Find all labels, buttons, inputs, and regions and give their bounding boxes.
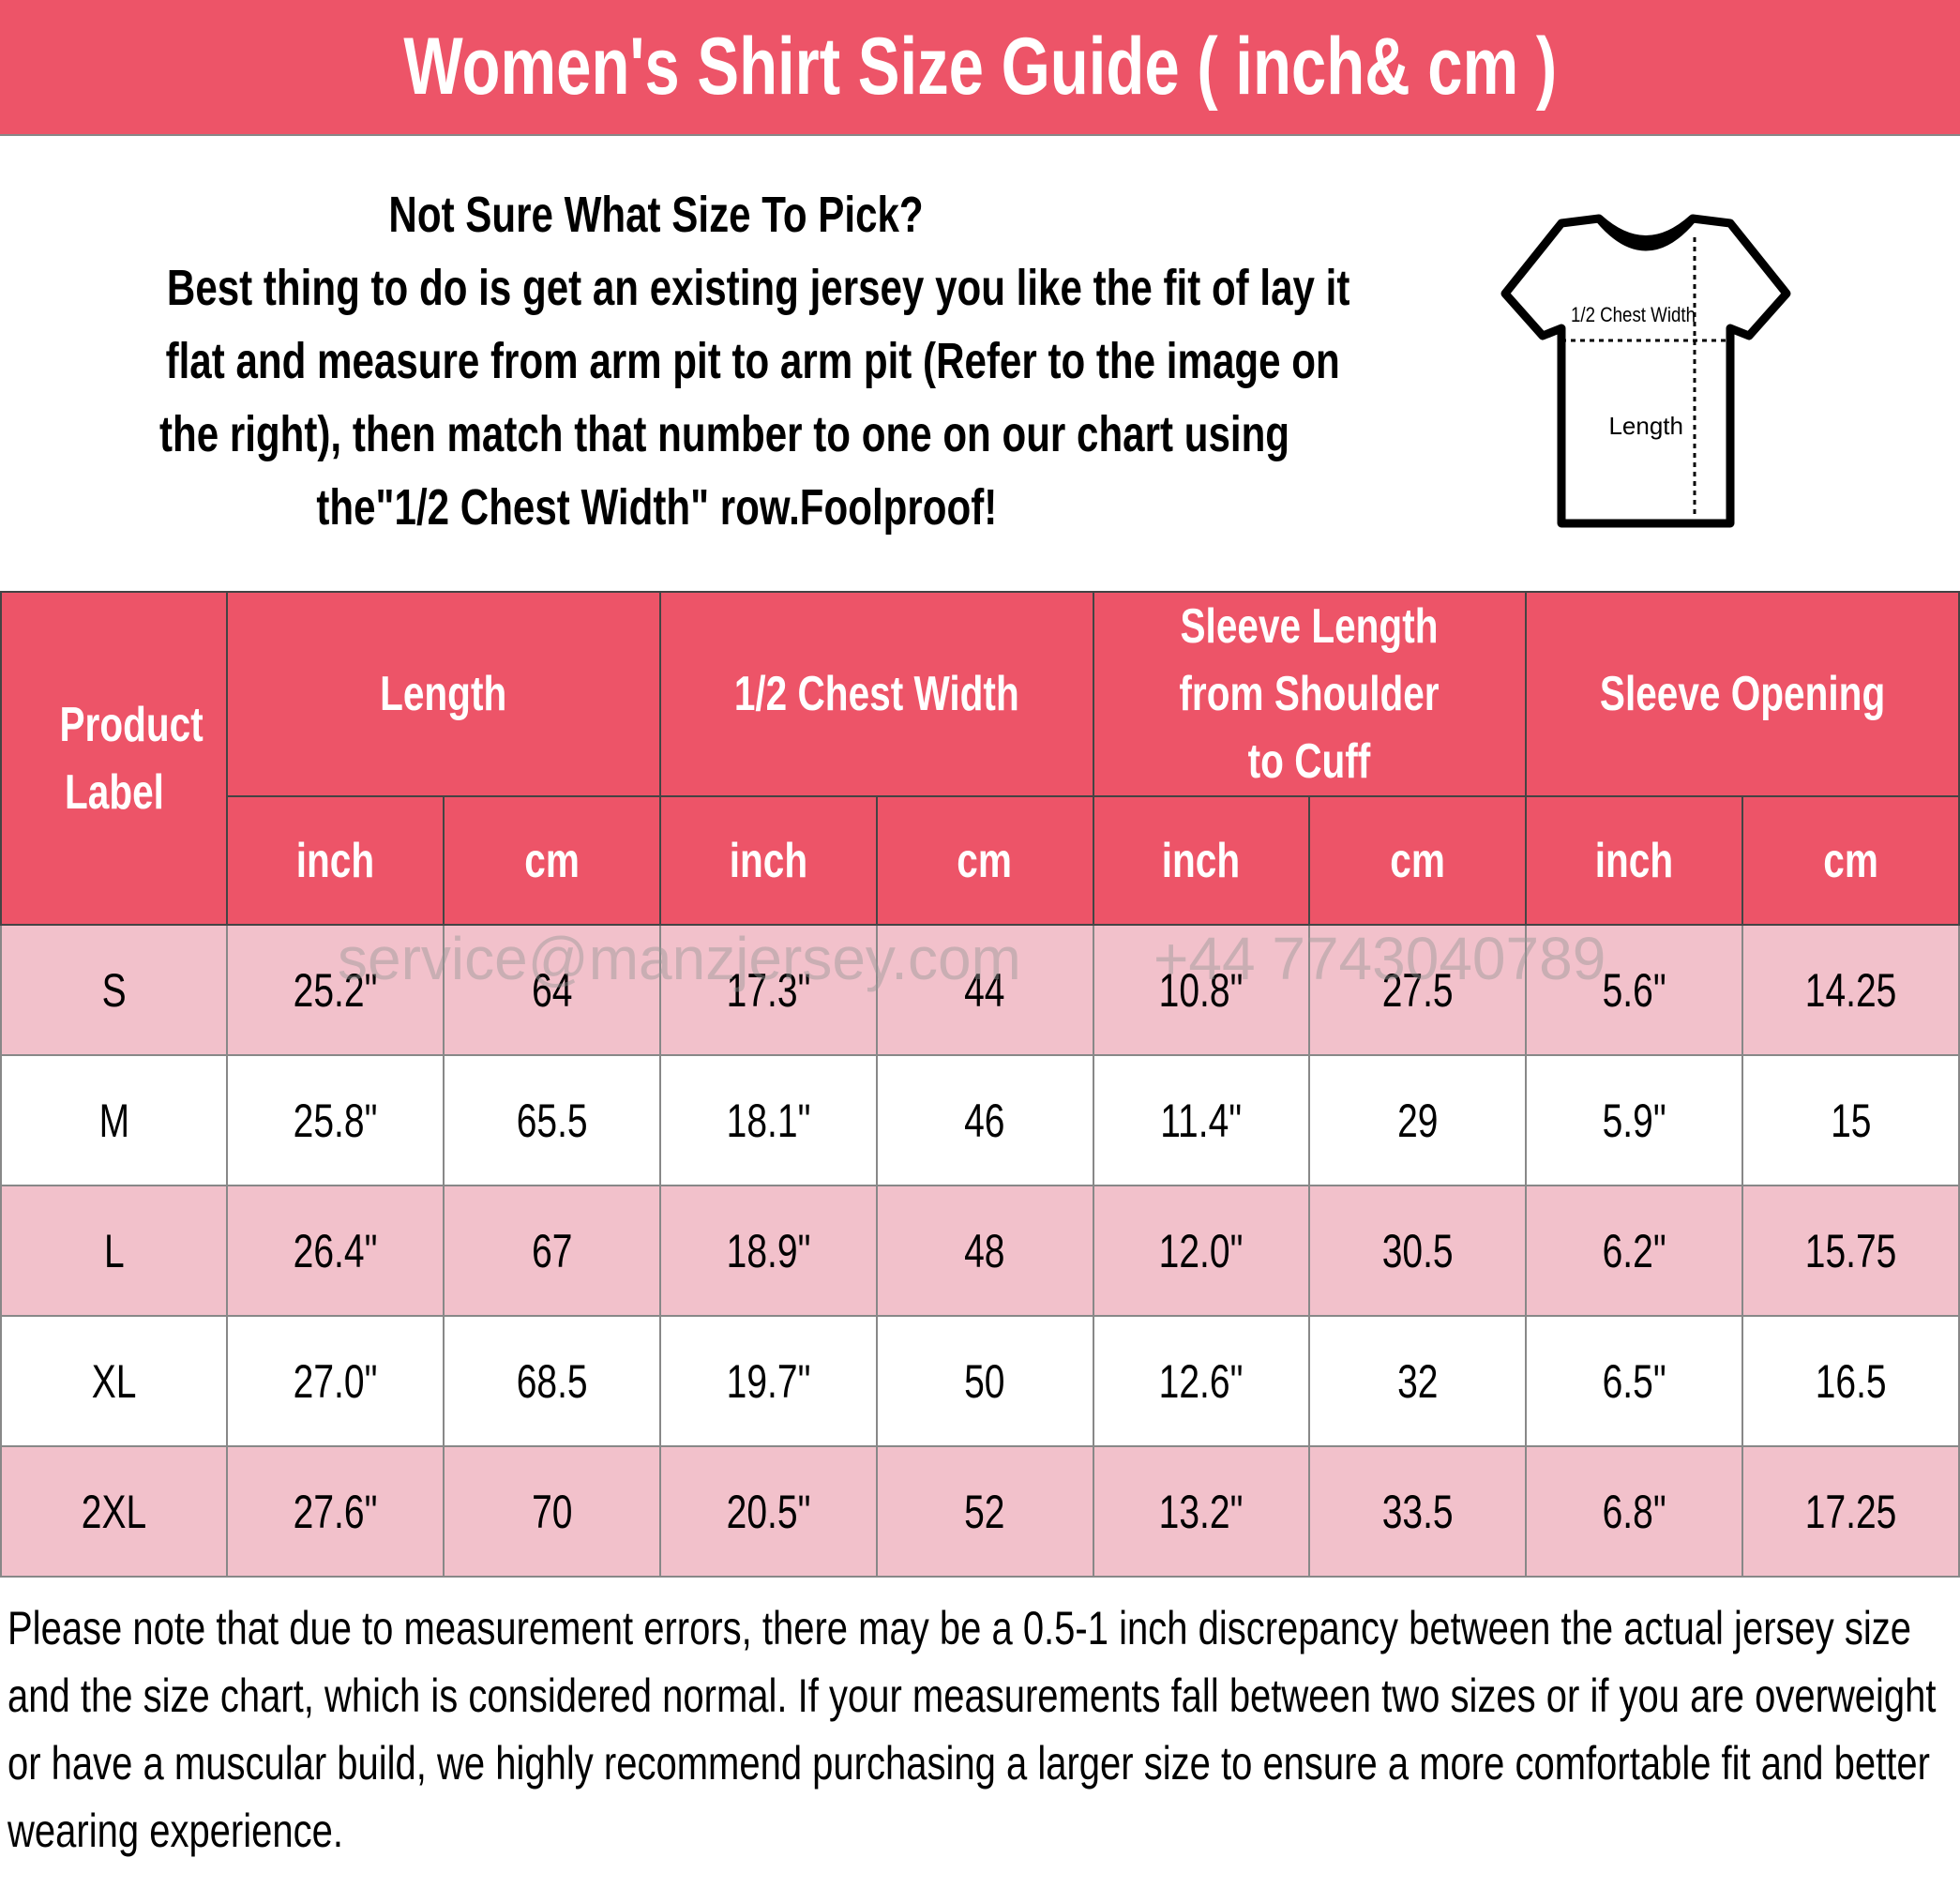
measurement-cell: 27.6" bbox=[226, 1445, 445, 1578]
size-label-cell: XL bbox=[0, 1315, 228, 1447]
measurement-cell: 6.8" bbox=[1525, 1445, 1744, 1578]
measurement-cell: 67 bbox=[442, 1185, 661, 1317]
measurement-cell: 65.5 bbox=[442, 1054, 661, 1186]
intro-heading: Not Sure What Size To Pick? bbox=[388, 187, 925, 243]
group-header: Sleeve Length from Shoulder to Cuff bbox=[1092, 591, 1528, 797]
measurement-cell: 11.4" bbox=[1092, 1054, 1311, 1186]
measurement-cell: 15 bbox=[1741, 1054, 1960, 1186]
group-header: Sleeve Opening bbox=[1525, 591, 1960, 797]
intro-line: flat and measure from arm pit to arm pit… bbox=[165, 333, 1340, 389]
measurement-cell: 18.1" bbox=[658, 1054, 878, 1186]
size-label-cell: 2XL bbox=[0, 1445, 228, 1578]
measurement-cell: 32 bbox=[1308, 1315, 1528, 1447]
measurement-cell: 5.9" bbox=[1525, 1054, 1744, 1186]
table-row: XL 27.0" 68.5 19.7" 50 12.6" 32 6.5" 16.5 bbox=[0, 1315, 1960, 1447]
intro-text: Not Sure What Size To Pick? Best thing t… bbox=[0, 178, 1349, 544]
group-header: Length bbox=[226, 591, 661, 797]
measurement-cell: 16.5 bbox=[1741, 1315, 1960, 1447]
size-label-cell: S bbox=[0, 924, 228, 1056]
measurement-cell: 12.6" bbox=[1092, 1315, 1311, 1447]
shirt-diagram-icon: 1/2 Chest Width Length bbox=[1500, 214, 1791, 528]
measurement-cell: 10.8" bbox=[1092, 924, 1311, 1056]
page-title-banner: Women's Shirt Size Guide ( inch& cm ) bbox=[0, 0, 1960, 136]
measurement-cell: 64 bbox=[442, 924, 661, 1056]
product-label-header: Product Label bbox=[0, 591, 228, 926]
intro-line: the"1/2 Chest Width" row.Foolproof! bbox=[316, 479, 997, 536]
measurement-cell: 18.9" bbox=[658, 1185, 878, 1317]
measurement-cell: 52 bbox=[875, 1445, 1094, 1578]
unit-header: inch bbox=[1092, 795, 1311, 926]
group-header: 1/2 Chest Width bbox=[658, 591, 1094, 797]
unit-header: inch bbox=[658, 795, 878, 926]
measurement-cell: 26.4" bbox=[226, 1185, 445, 1317]
unit-header: cm bbox=[442, 795, 661, 926]
unit-header: cm bbox=[1308, 795, 1528, 926]
size-label-cell: L bbox=[0, 1185, 228, 1317]
size-label-cell: M bbox=[0, 1054, 228, 1186]
measurement-cell: 6.5" bbox=[1525, 1315, 1744, 1447]
measurement-cell: 17.25 bbox=[1741, 1445, 1960, 1578]
measurement-cell: 20.5" bbox=[658, 1445, 878, 1578]
measurement-cell: 30.5 bbox=[1308, 1185, 1528, 1317]
table-row: S 25.2" 64 17.3" 44 10.8" 27.5 5.6" 14.25 bbox=[0, 924, 1960, 1056]
measurement-cell: 27.0" bbox=[226, 1315, 445, 1447]
measurement-cell: 70 bbox=[442, 1445, 661, 1578]
unit-header: inch bbox=[226, 795, 445, 926]
measurement-cell: 48 bbox=[875, 1185, 1094, 1317]
page-title: Women's Shirt Size Guide ( inch& cm ) bbox=[403, 22, 1557, 112]
table-row: L 26.4" 67 18.9" 48 12.0" 30.5 6.2" 15.75 bbox=[0, 1185, 1960, 1317]
measurement-cell: 12.0" bbox=[1092, 1185, 1311, 1317]
measurement-cell: 29 bbox=[1308, 1054, 1528, 1186]
measurement-cell: 25.8" bbox=[226, 1054, 445, 1186]
table-row: M 25.8" 65.5 18.1" 46 11.4" 29 5.9" 15 bbox=[0, 1054, 1960, 1186]
measurement-cell: 5.6" bbox=[1525, 924, 1744, 1056]
intro-line: Best thing to do is get an existing jers… bbox=[166, 260, 1350, 316]
table-row: 2XL 27.6" 70 20.5" 52 13.2" 33.5 6.8" 17.25 bbox=[0, 1445, 1960, 1578]
measurement-cell: 6.2" bbox=[1525, 1185, 1744, 1317]
measurement-cell: 50 bbox=[875, 1315, 1094, 1447]
measurement-cell: 44 bbox=[875, 924, 1094, 1056]
measurement-cell: 46 bbox=[875, 1054, 1094, 1186]
measurement-cell: 15.75 bbox=[1741, 1185, 1960, 1317]
chest-width-label: 1/2 Chest Width bbox=[1571, 305, 1696, 327]
measurement-cell: 33.5 bbox=[1308, 1445, 1528, 1578]
measurement-cell: 68.5 bbox=[442, 1315, 661, 1447]
measurement-cell: 14.25 bbox=[1741, 924, 1960, 1056]
unit-header: cm bbox=[875, 795, 1094, 926]
disclaimer-note: Please note that due to measurement erro… bbox=[8, 1602, 1937, 1857]
measurement-cell: 17.3" bbox=[658, 924, 878, 1056]
measurement-cell: 13.2" bbox=[1092, 1445, 1311, 1578]
length-label: Length bbox=[1608, 412, 1683, 440]
unit-header: inch bbox=[1525, 795, 1744, 926]
unit-header: cm bbox=[1741, 795, 1960, 926]
intro-line: the right), then match that number to on… bbox=[158, 406, 1290, 462]
measurement-cell: 25.2" bbox=[226, 924, 445, 1056]
measurement-cell: 27.5 bbox=[1308, 924, 1528, 1056]
size-table: Product Label Length 1/2 Chest Width Sle… bbox=[0, 591, 1960, 1578]
measurement-cell: 19.7" bbox=[658, 1315, 878, 1447]
